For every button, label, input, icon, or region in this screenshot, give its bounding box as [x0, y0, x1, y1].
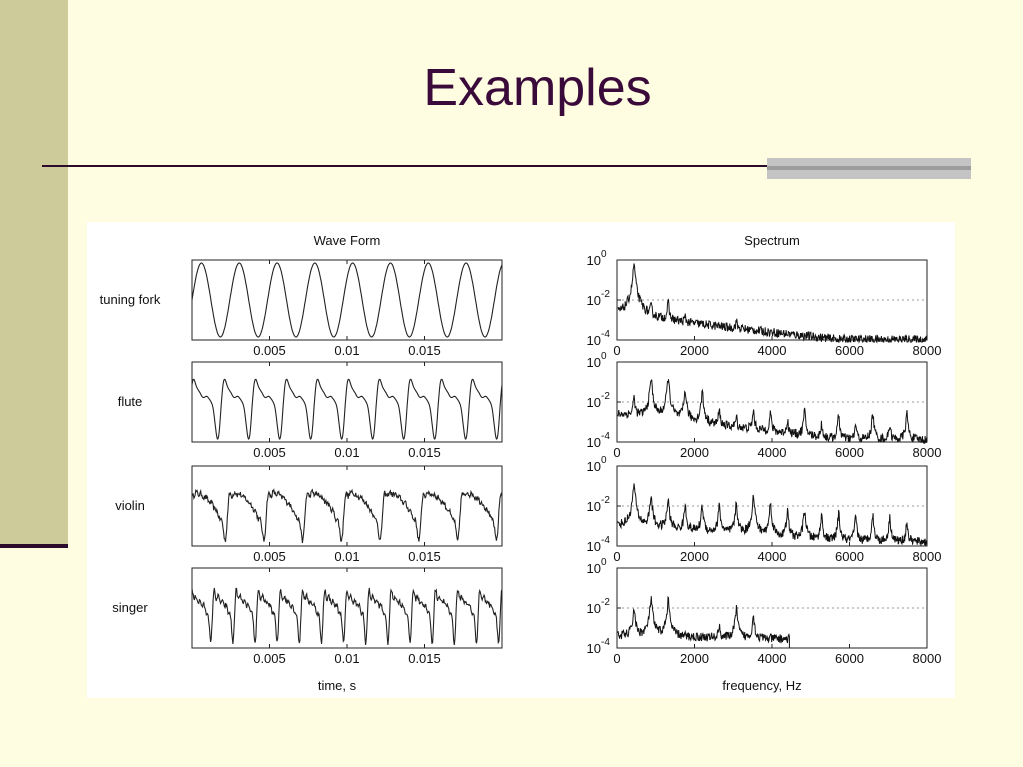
spectrum-ytick-exponent: -2: [601, 495, 610, 506]
spectrum-ytick-exponent: -4: [601, 535, 610, 546]
spectrum-ytick-base: 10: [587, 459, 601, 474]
figure-panel: Wave Form Spectrum tuning fork 0.005 0.01 0.0…: [87, 222, 955, 698]
waveform-tick-label: 0.005: [253, 343, 286, 358]
spectrum-ytick-exponent: -2: [601, 597, 610, 608]
waveform-trace: [191, 262, 503, 338]
spectrum-tick-label: 8000: [913, 651, 942, 666]
spectrum-tick-label: 0: [613, 549, 620, 564]
spectrum-tick-label: 0: [613, 445, 620, 460]
waveform-row-label: violin: [115, 498, 145, 513]
spectrum-trace: [617, 379, 928, 444]
spectrum-title: Spectrum: [744, 233, 800, 248]
spectrum-ytick-exponent: -4: [601, 431, 610, 442]
spectrum-trace: [617, 483, 928, 546]
waveform-row-label: flute: [118, 394, 143, 409]
waveform-tick-label: 0.015: [408, 651, 441, 666]
waveform-panel-frame: [191, 465, 503, 547]
spectrum-tick-label: 6000: [835, 651, 864, 666]
spectrum-tick-label: 4000: [758, 445, 787, 460]
spectrum-ytick-base: 10: [587, 641, 601, 656]
spectrum-ytick-base: 10: [587, 601, 601, 616]
waveform-spectrum-figure: Wave Form Spectrum tuning fork 0.005 0.01 0.0…: [100, 233, 942, 693]
spectrum-tick-label: 0: [613, 343, 620, 358]
title-accent-bar: [767, 158, 971, 179]
spectrum-ytick-exponent: 0: [601, 455, 607, 466]
waveform-tick-label: 0.01: [334, 549, 359, 564]
waveform-tick-label: 0.005: [253, 549, 286, 564]
waveform-row-label: singer: [112, 600, 148, 615]
spectrum-tick-label: 8000: [913, 549, 942, 564]
spectrum-tick-label: 4000: [758, 651, 787, 666]
spectrum-xlabel: frequency, Hz: [722, 678, 801, 693]
waveform-trace: [191, 488, 503, 544]
waveform-panel-frame: [191, 361, 503, 443]
spectrum-trace: [617, 263, 928, 344]
waveform-tick-label: 0.015: [408, 549, 441, 564]
spectrum-ytick-exponent: 0: [601, 249, 607, 260]
waveform-tick-label: 0.005: [253, 651, 286, 666]
sidebar-rule: [0, 544, 68, 548]
waveform-tick-label: 0.005: [253, 445, 286, 460]
spectrum-tick-label: 6000: [835, 343, 864, 358]
spectrum-tick-label: 8000: [913, 445, 942, 460]
spectrum-tick-label: 2000: [680, 445, 709, 460]
spectrum-ytick-base: 10: [587, 355, 601, 370]
spectrum-tick-label: 2000: [680, 651, 709, 666]
spectrum-ytick-base: 10: [587, 293, 601, 308]
spectrum-ytick-base: 10: [587, 395, 601, 410]
spectrum-tick-label: 4000: [758, 549, 787, 564]
waveform-trace: [191, 587, 503, 646]
spectrum-ytick-exponent: -4: [601, 329, 610, 340]
waveform-tick-label: 0.01: [334, 343, 359, 358]
waveform-tick-label: 0.01: [334, 445, 359, 460]
spectrum-ytick-exponent: 0: [601, 557, 607, 568]
waveform-tick-label: 0.015: [408, 445, 441, 460]
spectrum-tick-label: 0: [613, 651, 620, 666]
spectrum-tick-label: 6000: [835, 445, 864, 460]
spectrum-ytick-base: 10: [587, 499, 601, 514]
spectrum-tick-label: 2000: [680, 549, 709, 564]
spectrum-ytick-exponent: -2: [601, 391, 610, 402]
spectrum-trace: [617, 596, 790, 648]
spectrum-ytick-base: 10: [587, 333, 601, 348]
title-rule: [42, 165, 962, 167]
spectrum-tick-label: 6000: [835, 549, 864, 564]
spectrum-tick-label: 2000: [680, 343, 709, 358]
waveform-title: Wave Form: [314, 233, 381, 248]
waveform-trace: [191, 378, 503, 440]
spectrum-tick-label: 8000: [913, 343, 942, 358]
spectrum-ytick-base: 10: [587, 435, 601, 450]
spectrum-ytick-base: 10: [587, 539, 601, 554]
spectrum-tick-label: 4000: [758, 343, 787, 358]
waveform-xlabel: time, s: [318, 678, 357, 693]
spectrum-ytick-exponent: -4: [601, 637, 610, 648]
waveform-tick-label: 0.01: [334, 651, 359, 666]
spectrum-ytick-base: 10: [587, 561, 601, 576]
spectrum-ytick-exponent: 0: [601, 351, 607, 362]
slide-title: Examples: [423, 59, 652, 117]
waveform-tick-label: 0.015: [408, 343, 441, 358]
waveform-panel-frame: [191, 259, 503, 341]
spectrum-ytick-exponent: -2: [601, 289, 610, 300]
waveform-row-label: tuning fork: [100, 292, 161, 307]
sidebar-decoration: [0, 0, 68, 548]
spectrum-ytick-base: 10: [587, 253, 601, 268]
